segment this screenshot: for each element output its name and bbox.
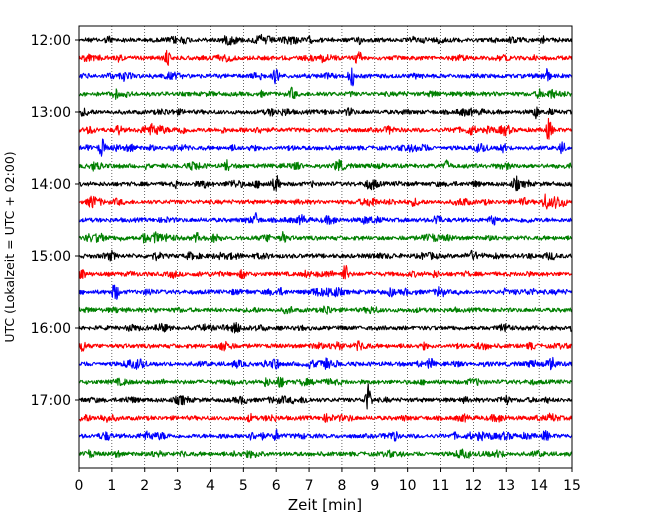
trace-17:30 [78, 429, 573, 442]
x-tick-label: 7 [305, 478, 314, 494]
trace-13:45 [78, 159, 573, 172]
x-tick-label: 6 [272, 478, 281, 494]
y-axis: 12:00 13:00 14:00 15:00 16:00 17:00 [31, 33, 79, 409]
x-tick-label: 12 [464, 478, 482, 494]
x-tick-label: 4 [206, 478, 215, 494]
x-tick-label: 11 [432, 478, 450, 494]
trace-16:45 [78, 376, 573, 388]
trace-14:15 [78, 193, 573, 210]
trace-17:00 [78, 383, 573, 410]
trace-13:00 [78, 106, 573, 120]
trace-14:45 [78, 231, 572, 244]
y-tick-label: 12:00 [31, 33, 71, 49]
y-tick-label: 13:00 [31, 105, 71, 121]
trace-13:30 [78, 138, 573, 157]
trace-15:30 [78, 284, 573, 300]
x-tick-label: 1 [107, 478, 116, 494]
trace-12:00 [78, 33, 573, 46]
x-tick-label: 9 [370, 478, 379, 494]
x-tick-label: 5 [239, 478, 248, 494]
x-axis-label: Zeit [min] [288, 496, 362, 514]
trace-15:00 [78, 249, 573, 262]
trace-12:15 [78, 49, 573, 66]
trace-14:30 [78, 212, 573, 226]
x-axis: 0 1 2 3 4 5 6 7 8 9 10 11 12 13 14 15 [75, 468, 581, 494]
x-tick-label: 8 [337, 478, 346, 494]
x-tick-label: 14 [530, 478, 548, 494]
trace-lines [78, 33, 573, 459]
y-tick-label: 17:00 [31, 393, 71, 409]
x-tick-label: 15 [563, 478, 581, 494]
y-axis-label: UTC (Lokalzeit = UTC + 02:00) [2, 151, 17, 342]
x-tick-label: 13 [497, 478, 515, 494]
y-tick-label: 14:00 [31, 177, 71, 193]
trace-12:30 [78, 67, 573, 87]
trace-14:00 [78, 174, 573, 192]
y-tick-label: 15:00 [31, 249, 71, 265]
trace-15:45 [78, 305, 573, 315]
trace-16:15 [78, 340, 573, 352]
x-tick-label: 10 [399, 478, 417, 494]
trace-13:15 [78, 117, 573, 140]
trace-12:45 [78, 86, 573, 100]
y-tick-label: 16:00 [31, 321, 71, 337]
trace-15:15 [78, 264, 573, 280]
x-tick-label: 0 [75, 478, 84, 494]
x-tick-label: 3 [173, 478, 182, 494]
trace-16:30 [78, 356, 573, 371]
trace-16:00 [78, 321, 573, 334]
trace-17:15 [78, 412, 573, 423]
x-tick-label: 2 [140, 478, 149, 494]
plot-frame [78, 25, 573, 469]
trace-17:45 [78, 448, 573, 459]
